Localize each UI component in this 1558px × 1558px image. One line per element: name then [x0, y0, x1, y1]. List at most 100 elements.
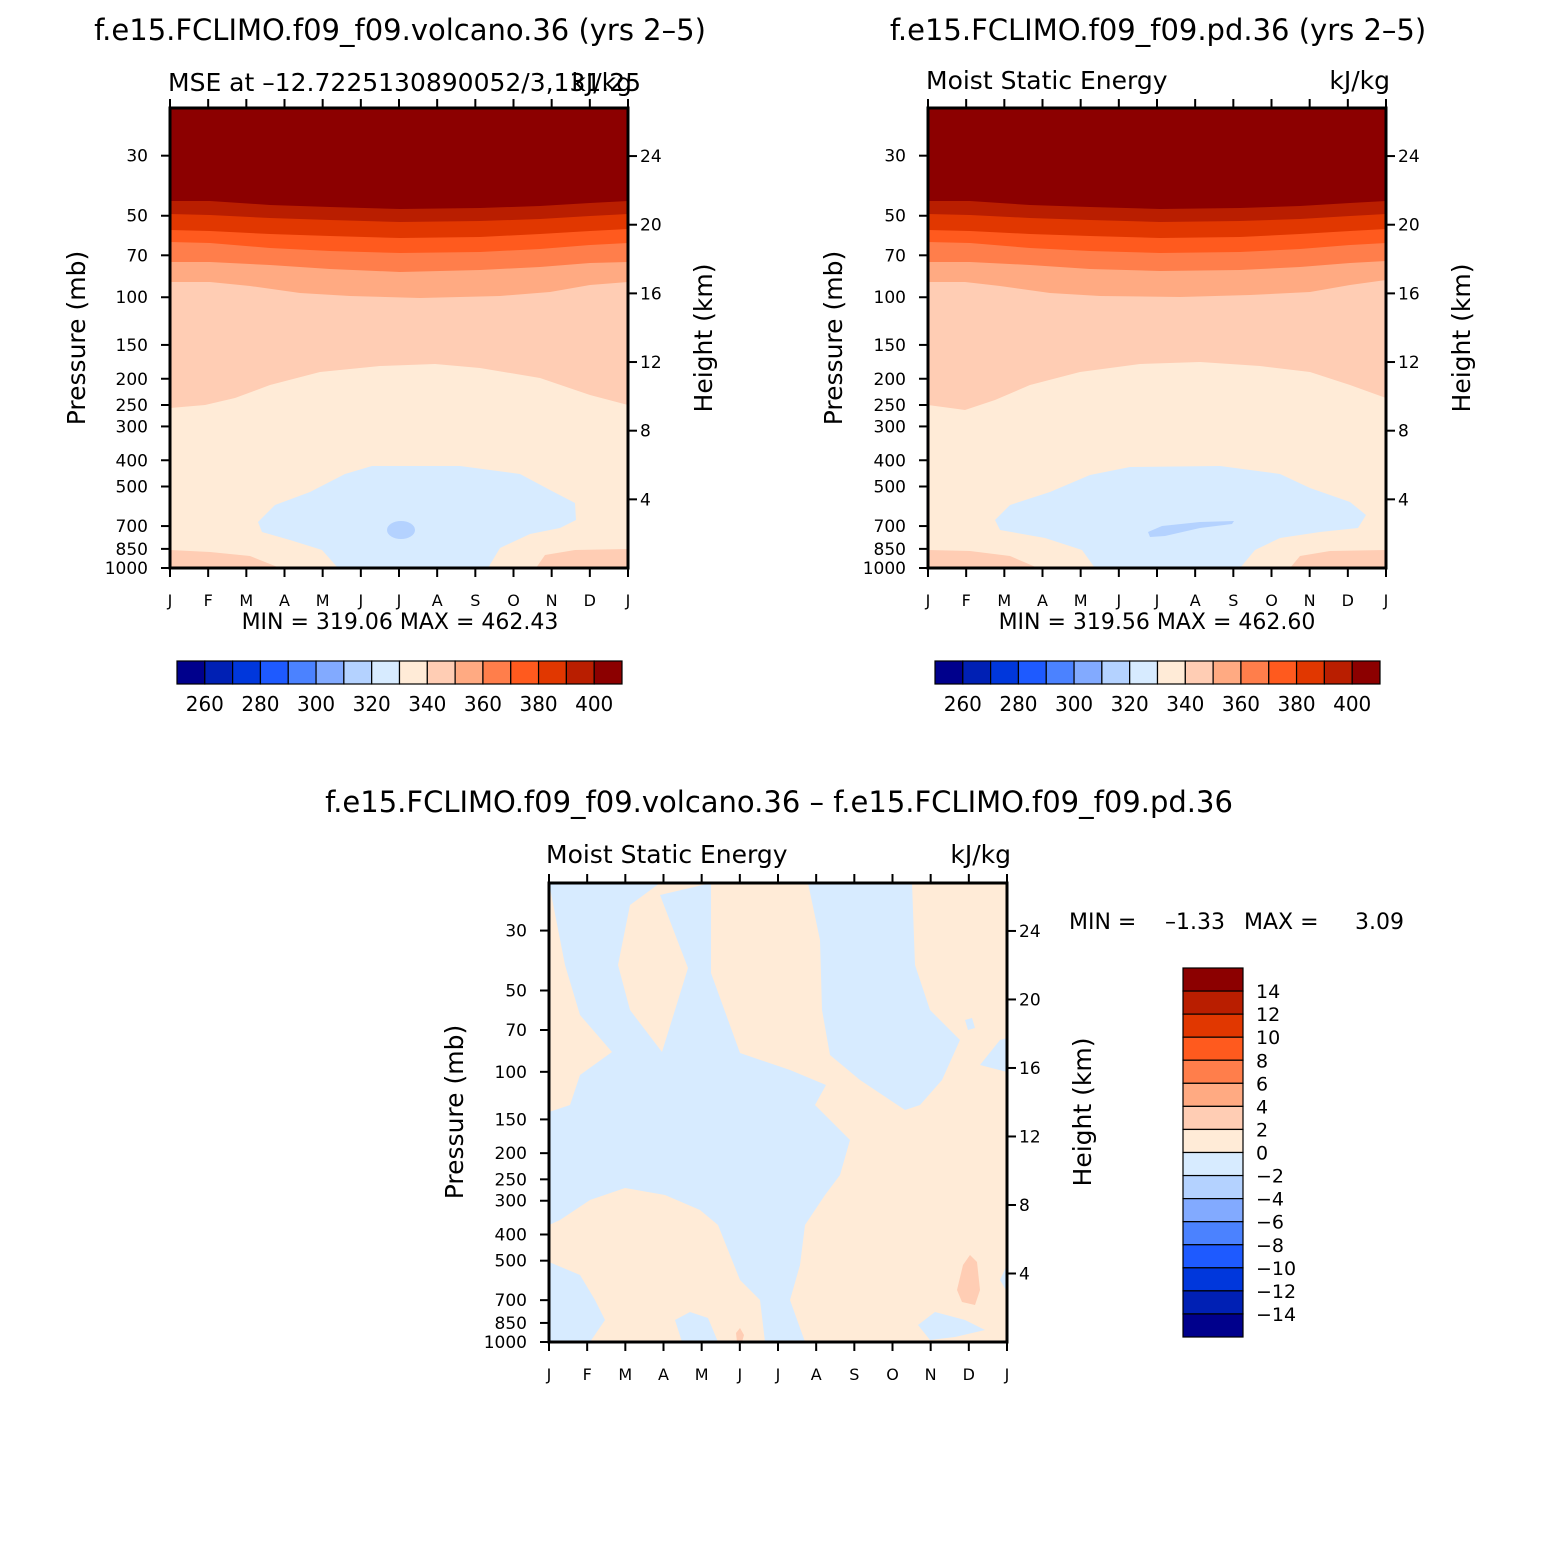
- colorbar-box: [259, 660, 289, 685]
- x-tick-label: M: [695, 1365, 709, 1384]
- y-tick-label: 700: [495, 1291, 527, 1311]
- colorbar-label: 12: [1256, 1004, 1280, 1026]
- y-tick-label: 50: [505, 982, 527, 1002]
- x-tick-label: S: [1228, 591, 1238, 610]
- y-tick-label: 850: [495, 1314, 527, 1334]
- x-tick-label: J: [357, 591, 363, 610]
- panel-left: f.e15.FCLIMO.f09_f09.volcano.36 (yrs 2–5…: [62, 13, 718, 716]
- y-tick-label: 100: [495, 1063, 527, 1083]
- colorbar-box: [565, 660, 595, 685]
- colorbar-box: [593, 660, 623, 685]
- y-tick-label: 200: [874, 370, 906, 390]
- x-tick-label: A: [1190, 591, 1201, 610]
- contour-band-340-350-sfc-east: [536, 549, 628, 568]
- panel-right-contour-field: [928, 108, 1386, 568]
- x-tick-label: A: [1037, 591, 1048, 610]
- y-tick-label: 500: [874, 477, 906, 497]
- y-tick-label: 50: [126, 207, 148, 227]
- x-tick-label: O: [507, 591, 520, 610]
- colorbar-box: [1182, 1244, 1244, 1269]
- colorbar-box: [1073, 660, 1103, 685]
- y-tick-label: 500: [495, 1252, 527, 1272]
- y-tick-label: 400: [116, 451, 148, 471]
- x-tick-label: F: [962, 591, 971, 610]
- panel-right: f.e15.FCLIMO.f09_f09.pd.36 (yrs 2–5) Moi…: [819, 13, 1476, 716]
- y2-tick-label: 8: [1398, 422, 1409, 442]
- panel-left-ylabel: Pressure (mb): [62, 251, 91, 425]
- colorbar-label: −8: [1256, 1235, 1284, 1257]
- y-tick-label: 1000: [484, 1333, 527, 1353]
- y2-tick-label: 4: [1398, 490, 1409, 510]
- colorbar-label: 8: [1256, 1050, 1268, 1072]
- colorbar-label: 260: [186, 692, 224, 716]
- panel-right-y2label: Height (km): [1447, 264, 1476, 413]
- colorbar-box: [1268, 660, 1298, 685]
- colorbar-label: 10: [1256, 1027, 1280, 1049]
- colorbar-box: [1017, 660, 1047, 685]
- colorbar-box: [1295, 660, 1325, 685]
- y-tick-label: 250: [874, 396, 906, 416]
- x-tick-label: M: [1074, 591, 1088, 610]
- y2-tick-label: 16: [640, 284, 662, 304]
- colorbar-box: [1156, 660, 1186, 685]
- x-tick-label: J: [1115, 591, 1121, 610]
- y-tick-label: 30: [126, 147, 148, 167]
- y-tick-label: 150: [116, 336, 148, 356]
- colorbar-label: −2: [1256, 1166, 1284, 1188]
- colorbar-label: −10: [1256, 1258, 1296, 1280]
- colorbar-box: [287, 660, 317, 685]
- x-tick-label: M: [239, 591, 253, 610]
- x-tick-label: M: [316, 591, 330, 610]
- colorbar-box: [426, 660, 456, 685]
- panel-diff: f.e15.FCLIMO.f09_f09.volcano.36 – f.e15.…: [325, 785, 1404, 1384]
- contour-band-minus2-0-e1: [1000, 1265, 1007, 1292]
- x-tick-label: J: [625, 591, 631, 610]
- colorbar-box: [343, 660, 373, 685]
- x-tick-label: A: [811, 1365, 822, 1384]
- contour-band-minus2-0-sw: [549, 1262, 605, 1342]
- colorbar-label: 320: [353, 692, 391, 716]
- colorbar-box: [1182, 1290, 1244, 1315]
- colorbar-box: [1182, 1082, 1244, 1107]
- panel-diff-units: kJ/kg: [950, 840, 1011, 869]
- y2-tick-label: 20: [640, 216, 662, 236]
- colorbar-box: [371, 660, 401, 685]
- x-tick-label: O: [1265, 591, 1278, 610]
- y2-tick-label: 12: [1019, 1127, 1041, 1147]
- contour-band-310-320: [1148, 521, 1234, 537]
- colorbar-box: [1182, 990, 1244, 1015]
- contour-band-minus2-0-s1: [675, 1312, 718, 1342]
- x-tick-label: J: [167, 591, 173, 610]
- contour-band-400-plus: [170, 108, 628, 209]
- x-tick-label: N: [1304, 591, 1316, 610]
- panel-diff-max-value: 3.09: [1355, 910, 1404, 935]
- colorbar-box: [1240, 660, 1270, 685]
- colorbar-box: [510, 660, 540, 685]
- colorbar-label: 320: [1111, 692, 1149, 716]
- y-tick-label: 200: [116, 370, 148, 390]
- panel-left-subtitle: MSE at –12.7225130890052/3,131.25: [168, 68, 641, 97]
- contour-band-340-350-sfc-west: [928, 550, 1038, 568]
- y-tick-label: 300: [116, 417, 148, 437]
- colorbar-box: [1182, 1059, 1244, 1084]
- y2-tick-label: 20: [1398, 216, 1420, 236]
- y-tick-label: 100: [116, 288, 148, 308]
- colorbar-label: 280: [999, 692, 1037, 716]
- colorbar-box: [1182, 967, 1244, 992]
- colorbar-label: 14: [1256, 981, 1280, 1003]
- x-tick-label: M: [997, 591, 1011, 610]
- colorbar-box: [176, 660, 206, 685]
- colorbar-label: 280: [241, 692, 279, 716]
- colorbar-box: [1129, 660, 1159, 685]
- x-tick-label: D: [1342, 591, 1354, 610]
- y-tick-label: 150: [874, 336, 906, 356]
- y-tick-label: 850: [116, 540, 148, 560]
- colorbar-label: 0: [1256, 1143, 1268, 1165]
- colorbar-box: [1182, 1267, 1244, 1292]
- x-tick-label: S: [849, 1365, 859, 1384]
- panel-left-y2label: Height (km): [689, 264, 718, 413]
